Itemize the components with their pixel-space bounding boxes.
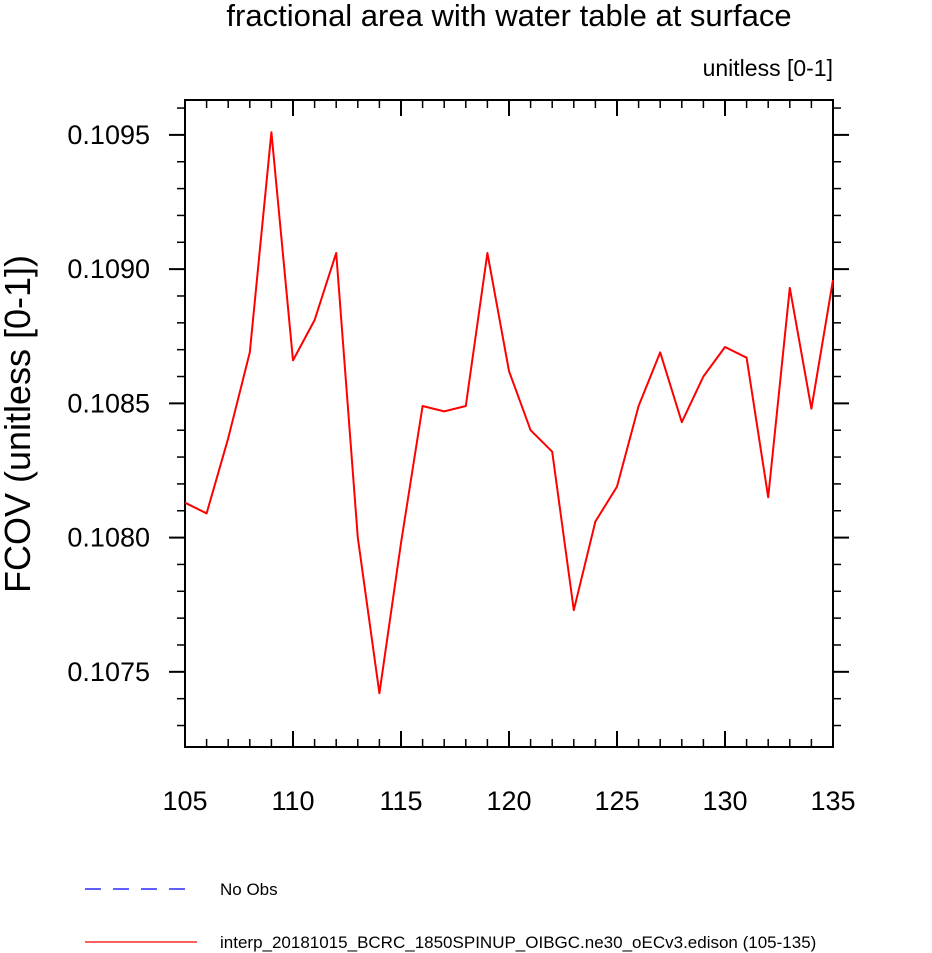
x-tick-label: 115 [379, 786, 422, 816]
x-tick-label: 135 [810, 786, 855, 816]
y-tick-label: 0.1075 [67, 657, 150, 687]
x-tick-label: 125 [594, 786, 639, 816]
plot-frame [184, 99, 834, 748]
legend: No Obs interp_20181015_BCRC_1850SPINUP_OI… [85, 880, 816, 952]
chart-title: fractional area with water table at surf… [226, 0, 791, 33]
y-axis-label: FCOV (unitless [0-1]) [0, 255, 38, 593]
legend-label: interp_20181015_BCRC_1850SPINUP_OIBGC.ne… [220, 933, 816, 952]
y-tick-label: 0.1080 [67, 523, 150, 553]
y-tick-label: 0.1095 [67, 120, 150, 150]
x-tick-label: 105 [162, 786, 207, 816]
y-tick-label: 0.1085 [67, 388, 150, 418]
x-tick-label: 130 [702, 786, 747, 816]
axis-ticks [169, 100, 849, 747]
x-tick-label: 120 [486, 786, 531, 816]
units-label: unitless [0-1] [703, 55, 833, 81]
axis-tick-labels: 105 110 115 120 125 130 135 0.1075 0.1080 0.1085 0… [67, 120, 855, 816]
legend-label: No Obs [220, 880, 278, 899]
series-line [184, 131, 834, 695]
y-tick-label: 0.1090 [67, 254, 150, 284]
x-tick-label: 110 [271, 786, 314, 816]
series-group [184, 131, 834, 695]
